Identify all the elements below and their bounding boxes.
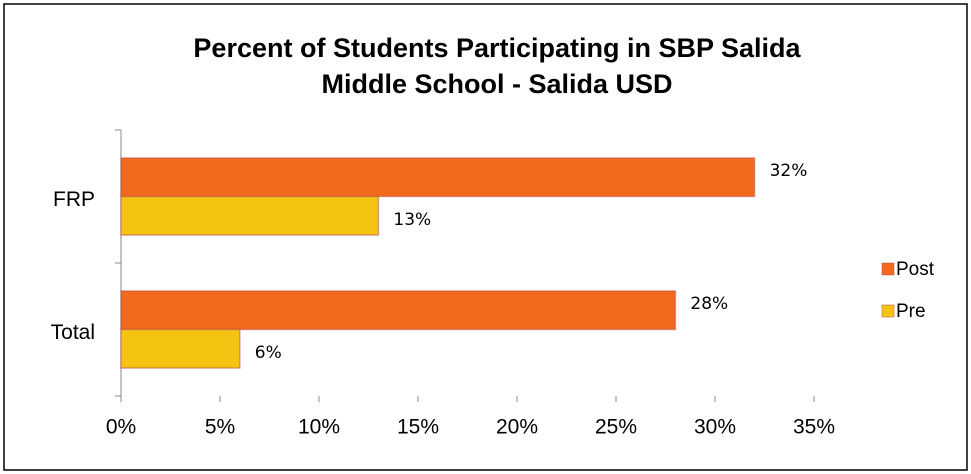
bar [120,157,756,198]
y-tick-label: Total [51,321,95,344]
x-tick-label: 0% [106,416,136,439]
value-label: 28% [690,294,728,314]
value-label: 32% [770,161,808,181]
value-label: 13% [393,210,431,230]
bar [120,328,241,369]
bar [120,195,380,236]
x-tick-label: 15% [397,416,439,439]
legend-label: Post [896,259,935,280]
x-tick-label: 5% [205,416,235,439]
x-tick-label: 30% [694,416,736,439]
chart-title: Percent of Students Participating in SBP… [193,33,801,63]
legend-swatch [881,304,895,318]
chart-title: Middle School - Salida USD [321,69,672,99]
legend-label: Pre [896,301,926,322]
legend-swatch [881,262,895,276]
x-tick-label: 10% [298,416,340,439]
value-label: 6% [255,343,282,363]
y-tick-label: FRP [53,188,95,211]
x-tick-label: 20% [496,416,538,439]
bar [120,290,677,331]
x-tick-label: 35% [793,416,835,439]
chart-border [3,3,968,471]
x-tick-label: 25% [595,416,637,439]
